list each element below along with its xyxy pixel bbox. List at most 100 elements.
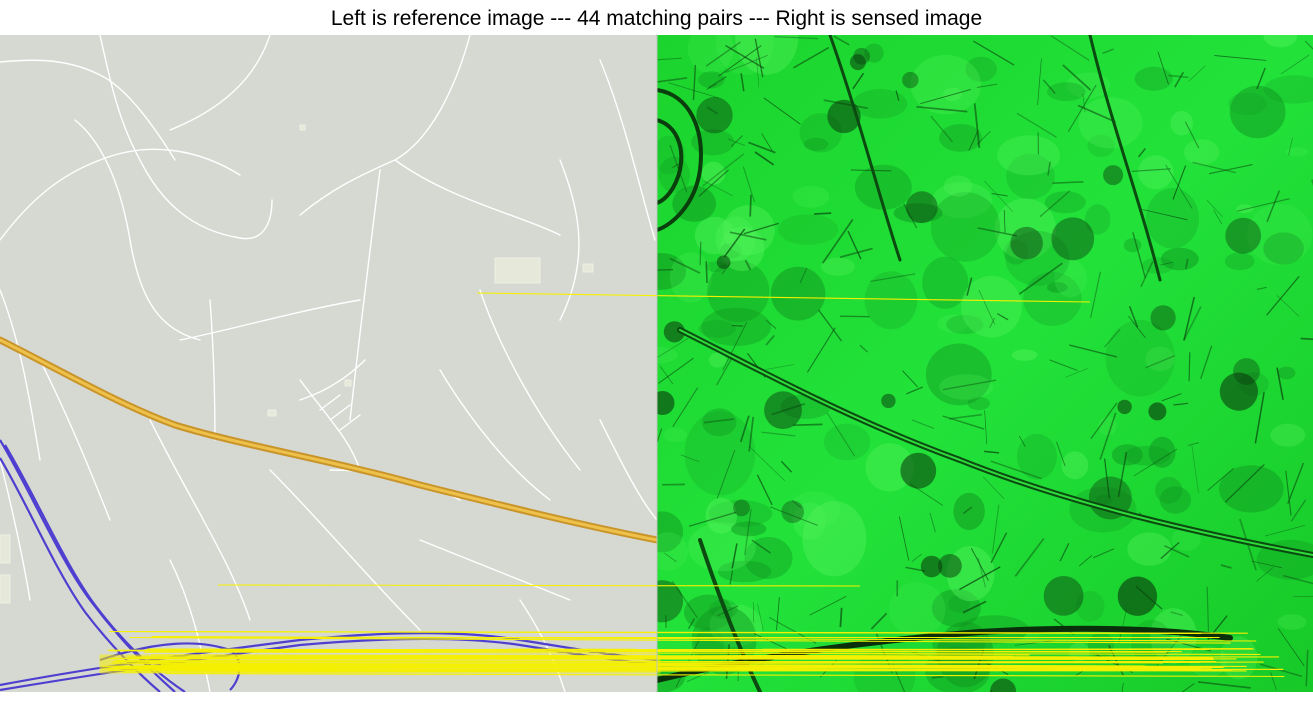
texture-stroke bbox=[929, 512, 936, 533]
matching-lines bbox=[99, 292, 1285, 677]
texture-stroke bbox=[911, 419, 935, 430]
texture-stroke bbox=[659, 366, 674, 385]
dark-patch bbox=[1010, 226, 1043, 260]
texture-stroke bbox=[839, 607, 843, 628]
texture-stroke bbox=[814, 212, 832, 215]
texture-stroke bbox=[1287, 462, 1305, 505]
texture-stroke bbox=[899, 516, 910, 561]
texture-stroke bbox=[751, 539, 771, 554]
texture-stroke bbox=[692, 64, 697, 101]
texture-stroke bbox=[1213, 209, 1223, 225]
texture-stroke bbox=[671, 580, 698, 619]
texture-stroke bbox=[1208, 164, 1253, 175]
texture-stroke bbox=[1157, 51, 1169, 85]
texture-stroke bbox=[1049, 359, 1078, 372]
texture-patch bbox=[701, 307, 771, 347]
texture-patch bbox=[1044, 191, 1086, 214]
texture-stroke bbox=[1042, 79, 1056, 95]
dark-patch bbox=[657, 580, 684, 623]
texture-stroke bbox=[1117, 451, 1128, 498]
texture-stroke bbox=[1003, 209, 1006, 233]
texture-stroke bbox=[870, 612, 888, 630]
texture-stroke bbox=[793, 46, 830, 69]
texture-patch bbox=[1229, 85, 1286, 139]
texture-stroke bbox=[916, 105, 968, 113]
texture-stroke bbox=[1237, 198, 1290, 212]
texture-patch bbox=[1003, 239, 1029, 265]
texture-stroke bbox=[657, 269, 674, 271]
texture-patch bbox=[1084, 204, 1111, 235]
texture-patch bbox=[1247, 204, 1313, 265]
texture-stroke bbox=[752, 602, 755, 623]
dark-patch bbox=[990, 678, 1017, 692]
match-line-cluster bbox=[99, 654, 661, 674]
texture-patch bbox=[1123, 238, 1142, 253]
dark-patch bbox=[1043, 576, 1084, 616]
texture-stroke bbox=[852, 72, 865, 90]
texture-patch bbox=[821, 257, 856, 276]
texture-stroke bbox=[1174, 71, 1185, 88]
match-line bbox=[119, 630, 1248, 634]
match-line bbox=[217, 584, 861, 587]
texture-patch bbox=[865, 443, 914, 492]
texture-stroke bbox=[1062, 64, 1092, 91]
texture-stroke bbox=[984, 410, 988, 445]
texture-stroke bbox=[870, 273, 916, 283]
texture-patch bbox=[932, 182, 992, 219]
texture-stroke bbox=[1052, 180, 1084, 185]
texture-stroke bbox=[757, 603, 764, 631]
texture-stroke bbox=[833, 35, 850, 46]
texture-stroke bbox=[740, 73, 745, 92]
texture-patch bbox=[1005, 230, 1070, 286]
texture-stroke bbox=[895, 90, 900, 101]
texture-stroke bbox=[657, 77, 688, 83]
texture-stroke bbox=[1142, 209, 1188, 221]
texture-stroke bbox=[1206, 586, 1210, 637]
texture-patch bbox=[1184, 139, 1220, 166]
texture-stroke bbox=[1153, 635, 1182, 670]
texture-stroke bbox=[989, 317, 995, 329]
texture-stroke bbox=[657, 428, 663, 445]
texture-stroke bbox=[942, 379, 997, 391]
texture-stroke bbox=[931, 675, 944, 679]
match-line bbox=[165, 673, 1285, 677]
texture-stroke bbox=[1165, 164, 1193, 209]
texture-stroke bbox=[1082, 93, 1086, 113]
texture-stroke bbox=[776, 597, 780, 631]
texture-stroke bbox=[743, 222, 779, 235]
texture-stroke bbox=[739, 415, 750, 443]
texture-stroke bbox=[725, 54, 768, 74]
texture-stroke bbox=[1197, 681, 1251, 689]
texture-stroke bbox=[942, 415, 985, 430]
texture-stroke bbox=[977, 130, 991, 145]
texture-stroke bbox=[1269, 672, 1277, 691]
dark-patch bbox=[764, 391, 802, 430]
texture-stroke bbox=[959, 566, 1001, 591]
texture-stroke bbox=[1251, 560, 1282, 569]
dark-patch bbox=[905, 191, 938, 224]
texture-stroke bbox=[1102, 48, 1115, 54]
texture-patch bbox=[1263, 75, 1313, 104]
texture-patch bbox=[802, 501, 867, 577]
texture-stroke bbox=[1276, 295, 1300, 317]
texture-patch bbox=[946, 315, 984, 335]
texture-patch bbox=[939, 123, 983, 152]
texture-patch bbox=[1270, 423, 1306, 447]
texture-patch bbox=[893, 203, 943, 223]
texture-stroke bbox=[1121, 683, 1124, 692]
highway bbox=[0, 336, 657, 544]
texture-patch bbox=[1171, 527, 1201, 551]
texture-stroke bbox=[1181, 683, 1195, 692]
texture-stroke bbox=[966, 277, 973, 296]
texture-stroke bbox=[749, 194, 752, 217]
texture-stroke bbox=[699, 241, 702, 266]
texture-patch bbox=[965, 56, 997, 82]
texture-patch bbox=[823, 423, 871, 461]
texture-patch bbox=[1105, 319, 1175, 397]
texture-stroke bbox=[1163, 544, 1190, 558]
texture-stroke bbox=[688, 511, 737, 527]
texture-stroke bbox=[1168, 74, 1189, 79]
texture-stroke bbox=[1304, 40, 1313, 50]
dark-patch bbox=[716, 255, 731, 269]
